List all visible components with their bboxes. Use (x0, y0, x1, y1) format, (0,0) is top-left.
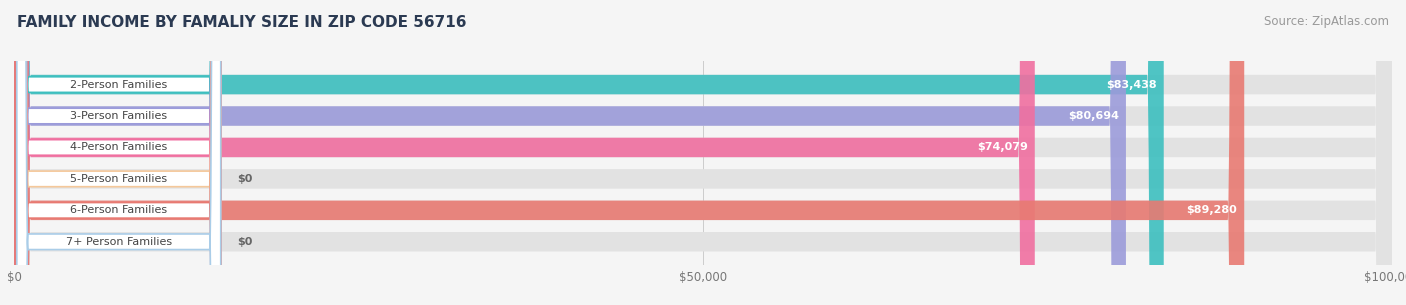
FancyBboxPatch shape (14, 0, 1164, 305)
FancyBboxPatch shape (14, 0, 1392, 305)
FancyBboxPatch shape (17, 0, 221, 305)
FancyBboxPatch shape (14, 0, 1392, 305)
FancyBboxPatch shape (14, 0, 1392, 305)
Text: $74,079: $74,079 (977, 142, 1028, 152)
Text: 5-Person Families: 5-Person Families (70, 174, 167, 184)
FancyBboxPatch shape (14, 0, 1392, 305)
Text: FAMILY INCOME BY FAMALIY SIZE IN ZIP CODE 56716: FAMILY INCOME BY FAMALIY SIZE IN ZIP COD… (17, 15, 467, 30)
Text: 3-Person Families: 3-Person Families (70, 111, 167, 121)
FancyBboxPatch shape (17, 0, 221, 305)
Text: $0: $0 (238, 174, 253, 184)
Text: $0: $0 (238, 237, 253, 247)
FancyBboxPatch shape (17, 0, 221, 305)
Text: Source: ZipAtlas.com: Source: ZipAtlas.com (1264, 15, 1389, 28)
FancyBboxPatch shape (14, 0, 1244, 305)
FancyBboxPatch shape (17, 0, 221, 305)
Text: 7+ Person Families: 7+ Person Families (66, 237, 172, 247)
FancyBboxPatch shape (14, 0, 1392, 305)
Text: $80,694: $80,694 (1069, 111, 1119, 121)
Text: 2-Person Families: 2-Person Families (70, 80, 167, 90)
FancyBboxPatch shape (17, 0, 221, 305)
Text: $83,438: $83,438 (1107, 80, 1157, 90)
Text: $89,280: $89,280 (1187, 205, 1237, 215)
Text: 6-Person Families: 6-Person Families (70, 205, 167, 215)
Text: 4-Person Families: 4-Person Families (70, 142, 167, 152)
FancyBboxPatch shape (14, 0, 1126, 305)
FancyBboxPatch shape (14, 0, 1035, 305)
FancyBboxPatch shape (14, 0, 1392, 305)
FancyBboxPatch shape (17, 0, 221, 305)
